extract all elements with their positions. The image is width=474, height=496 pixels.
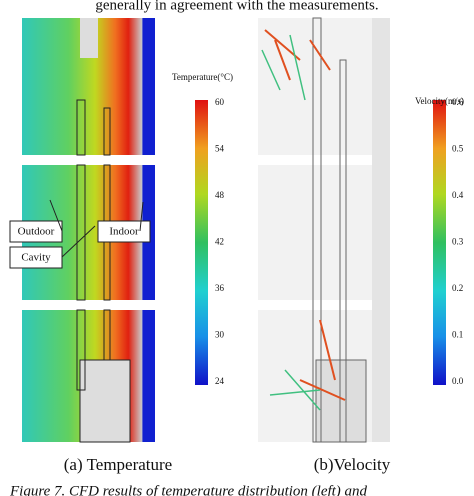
caption: (b)Velocity	[314, 455, 391, 474]
wall	[372, 18, 390, 442]
colorbar-ticks: 60 54 48 42 36 30 24 0.6 0.5 0.4 0.3 0.2 0.1 0.0	[215, 97, 464, 386]
annotation: Outdoor	[18, 226, 55, 238]
glass	[76, 99, 86, 156]
colorbar-tick-label: 60	[215, 97, 225, 107]
colorbar-tick-label: 0.6	[452, 97, 464, 107]
velocity-panels	[258, 17, 390, 443]
annotation: Indoor	[109, 226, 139, 238]
annotation-box	[97, 220, 151, 243]
wall	[80, 18, 98, 58]
colorbar-tick-label: 0.4	[452, 190, 464, 200]
glass	[76, 164, 86, 301]
colorbar-tick-label: 0.0	[452, 376, 464, 386]
flow	[261, 34, 321, 411]
footer-text: Figure 7. CFD results of temperature dis…	[9, 483, 368, 496]
glass	[339, 59, 347, 443]
colorbar-tick-label: 30	[215, 330, 225, 340]
annotation-box	[9, 246, 63, 269]
colorbar-tick-label: 24	[215, 376, 225, 386]
colorbar-tick-label: 48	[215, 190, 225, 200]
legend-title: Temperature(°C)	[172, 72, 233, 82]
leader	[61, 225, 96, 258]
glass	[103, 107, 111, 156]
colorbar-tick-label: 54	[215, 144, 225, 154]
caption: (a) Temperature	[64, 455, 172, 474]
glass	[103, 309, 111, 361]
colorbar-tick-label: 0.2	[452, 283, 463, 293]
panel	[258, 165, 390, 300]
wall	[315, 359, 367, 443]
leader	[49, 199, 63, 232]
temperature-panels: Outdoor Indoor Cavity	[9, 18, 155, 443]
panel	[258, 18, 390, 155]
leader	[139, 201, 144, 232]
colorbar-tick-label: 42	[215, 237, 224, 247]
colorbar-tick-label: 0.1	[452, 330, 463, 340]
glass	[76, 309, 86, 391]
annotation: Cavity	[21, 252, 51, 264]
velocity-colorbar	[433, 100, 446, 385]
legend-title: Velocity(m/s)	[415, 96, 464, 106]
temperature-colorbar	[195, 100, 208, 385]
flow	[264, 29, 346, 401]
wall	[79, 359, 131, 443]
colorbar-tick-label: 0.3	[452, 237, 464, 247]
header-text: generally in agreement with the measurem…	[95, 0, 378, 13]
colorbar-tick-label: 36	[215, 283, 225, 293]
annotation-box	[9, 220, 63, 243]
glass	[312, 17, 322, 443]
colorbar-tick-label: 0.5	[452, 144, 464, 154]
